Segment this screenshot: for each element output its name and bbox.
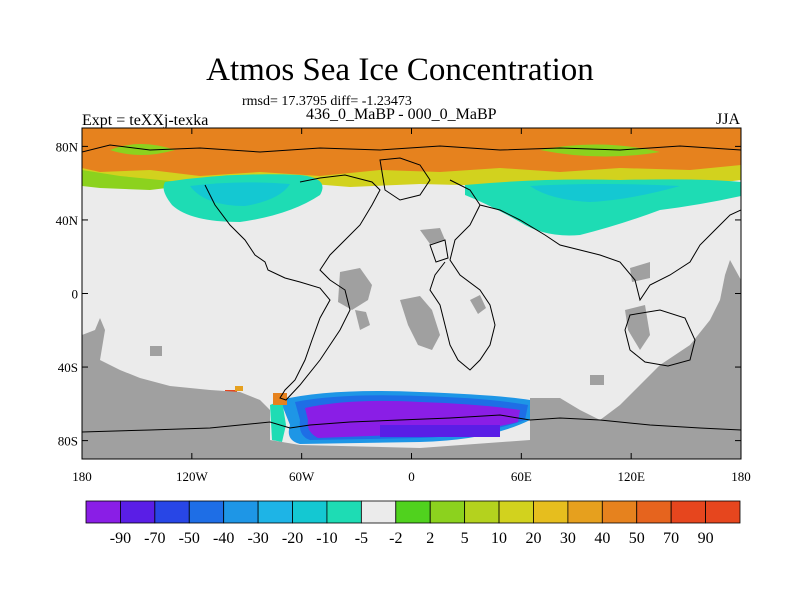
colorbar-box <box>429 500 466 524</box>
coastline-greenland <box>379 157 431 201</box>
coastline-australia <box>624 309 696 367</box>
map-field <box>82 128 741 459</box>
colorbar-box <box>464 500 500 524</box>
coastline-antarctica <box>82 414 741 433</box>
region-land-south-america <box>338 268 372 330</box>
experiment-label: Expt = teXXj-texka <box>82 112 209 129</box>
x-tick-label: 180 <box>72 469 92 484</box>
colorbar-box <box>257 500 293 524</box>
colorbar-label: 70 <box>663 530 679 547</box>
colorbar-box <box>154 500 190 524</box>
coastline-greenland-2 <box>429 239 449 263</box>
colorbar-box <box>85 500 121 524</box>
y-tick-label: 40N <box>56 213 79 228</box>
region-antarctic-margin <box>270 400 286 442</box>
coastline-eurasia-africa <box>429 179 741 371</box>
colorbar-box <box>567 500 603 524</box>
colorbar-label: -5 <box>355 530 368 547</box>
region-land-missing <box>82 260 741 459</box>
colorbar-label: -10 <box>316 530 337 547</box>
coastline-americas <box>204 174 381 401</box>
difference-label: 436_0_MaBP - 000_0_MaBP <box>306 106 497 123</box>
colorbar-box <box>188 500 225 524</box>
colorbar-label: -40 <box>213 530 234 547</box>
colorbar-label: 2 <box>426 530 434 547</box>
coastlines <box>82 144 741 433</box>
region-land-island <box>150 346 162 356</box>
region-arctic-increase-band <box>82 128 741 176</box>
region-land-island-2 <box>590 375 604 385</box>
region-south-america-tip <box>273 393 287 405</box>
chart-title: Atmos Sea Ice Concentration <box>206 52 594 88</box>
colorbar-label: 50 <box>629 530 645 547</box>
region-antarctic-purple <box>380 425 500 437</box>
colorbar-label: 5 <box>461 530 469 547</box>
colorbar-label: -70 <box>144 530 165 547</box>
region-north-pacific-core <box>190 182 290 206</box>
region-land-asia <box>625 262 650 350</box>
colorbar-label: -2 <box>389 530 402 547</box>
colorbar-box <box>636 500 672 524</box>
region-north-atlantic-core <box>530 184 680 202</box>
x-axis: 180 120W 60W 0 60E 120E 180 <box>72 128 751 484</box>
y-axis: 80N 40N 0 40S 80S <box>56 139 741 449</box>
x-tick-label: 0 <box>408 469 415 484</box>
colorbar-box <box>705 500 741 524</box>
colorbar-box <box>533 500 569 524</box>
colorbar-box <box>360 500 397 524</box>
x-tick-label: 60E <box>511 469 532 484</box>
colorbar-label: 40 <box>594 530 610 547</box>
y-tick-label: 40S <box>58 360 78 375</box>
x-tick-label: 120W <box>176 469 209 484</box>
x-tick-label: 120E <box>617 469 645 484</box>
colorbar-label: -50 <box>179 530 200 547</box>
season-label: JJA <box>716 111 741 128</box>
colorbar-box <box>120 500 156 524</box>
colorbar-box <box>292 500 328 524</box>
colorbar-label: -30 <box>247 530 268 547</box>
x-tick-label: 60W <box>289 469 315 484</box>
y-tick-label: 80N <box>56 139 79 154</box>
colorbar-label: -20 <box>282 530 303 547</box>
colorbar-label: -90 <box>110 530 131 547</box>
region-land-greenland <box>420 228 445 244</box>
colorbar-box <box>395 500 431 524</box>
colorbar: -90 -70 -50 -40 -30 -20 -10 -5 -2 2 5 10 20 30 40 50 70 9… <box>85 500 741 547</box>
colorbar-label: 30 <box>560 530 576 547</box>
stats-text: rmsd= 17.3795 diff= -1.23473 <box>242 94 412 109</box>
colorbar-box <box>223 500 259 524</box>
y-tick-label: 80S <box>58 434 78 449</box>
region-north-atlantic-decrease <box>465 179 741 236</box>
colorbar-box <box>498 500 534 524</box>
colorbar-box <box>326 500 362 524</box>
colorbar-label: 20 <box>525 530 541 547</box>
x-tick-label: 180 <box>731 469 751 484</box>
region-land-africa <box>400 295 486 350</box>
y-tick-label: 0 <box>72 287 79 302</box>
colorbar-label: 90 <box>698 530 714 547</box>
region-patch-orange <box>235 386 243 391</box>
colorbar-label: 10 <box>491 530 507 547</box>
colorbar-box <box>670 500 706 524</box>
colorbar-box <box>601 500 638 524</box>
coastline-north-polar <box>82 144 741 153</box>
